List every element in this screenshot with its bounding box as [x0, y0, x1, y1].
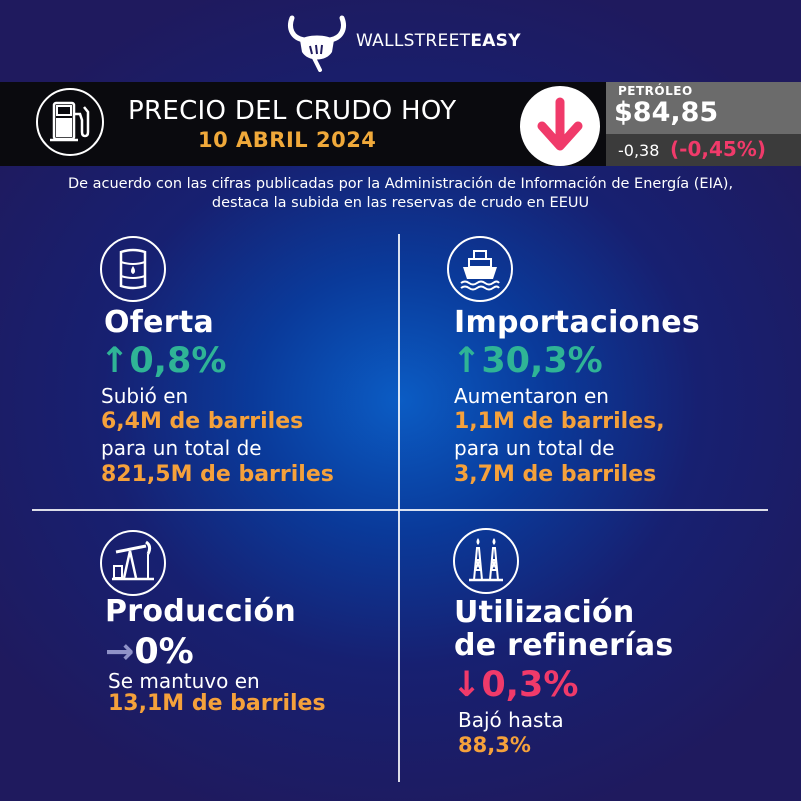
price-change-percent: (-0,45%): [670, 137, 766, 161]
produccion-line1: Se mantuvo en: [108, 669, 260, 693]
oferta-line1: Subió en: [101, 384, 189, 408]
price-change-absolute: -0,38: [618, 141, 660, 160]
refinerias-line2: 88,3%: [458, 733, 531, 757]
change-panel: [606, 134, 801, 166]
importaciones-change: ↑30,3%: [452, 341, 603, 381]
refinery-icon: [453, 528, 519, 594]
refinerias-change: ↓0,3%: [452, 665, 579, 705]
trend-down-badge: [520, 86, 600, 166]
page-title: PRECIO DEL CRUDO HOY: [128, 96, 457, 126]
price-panel: [606, 82, 801, 134]
importaciones-title: Importaciones: [454, 305, 701, 340]
importaciones-line1: Aumentaron en: [454, 384, 609, 408]
refinerias-title-line2: de refinerías: [454, 628, 674, 663]
produccion-line2: 13,1M de barriles: [108, 691, 326, 716]
produccion-title: Producción: [105, 594, 297, 629]
importaciones-line2: 1,1M de barriles,: [454, 409, 665, 434]
pumpjack-icon: [100, 530, 166, 596]
divider-vertical: [398, 234, 400, 782]
oferta-line3: para un total de: [101, 436, 262, 460]
refinerias-title-line1: Utilización: [454, 595, 635, 630]
divider-horizontal: [32, 509, 768, 511]
arrow-up-icon: ↑: [100, 341, 130, 381]
brand-name: WALLSTREETEASY: [356, 31, 521, 51]
arrow-right-icon: →: [105, 632, 135, 672]
price-value: $84,85: [614, 97, 719, 128]
fuel-pump-icon: [36, 88, 104, 156]
arrow-down-icon: ↓: [452, 665, 482, 705]
arrow-up-icon: ↑: [452, 341, 482, 381]
arrow-down-icon: [537, 97, 583, 151]
oferta-change: ↑0,8%: [100, 341, 227, 381]
ship-icon: [447, 236, 513, 302]
bull-fist-logo-icon: [288, 15, 346, 72]
oil-barrel-icon: [100, 236, 166, 302]
price-label: PETRÓLEO: [618, 84, 693, 98]
importaciones-line4: 3,7M de barriles: [454, 462, 657, 487]
oferta-line2: 6,4M de barriles: [101, 409, 304, 434]
importaciones-line3: para un total de: [454, 436, 615, 460]
refinerias-line1: Bajó hasta: [458, 708, 564, 732]
oferta-title: Oferta: [104, 305, 215, 340]
intro-text: De acuerdo con las cifras publicadas por…: [67, 176, 734, 211]
report-date: 10 ABRIL 2024: [198, 128, 377, 152]
oferta-line4: 821,5M de barriles: [101, 462, 334, 487]
produccion-change: →0%: [105, 632, 194, 672]
